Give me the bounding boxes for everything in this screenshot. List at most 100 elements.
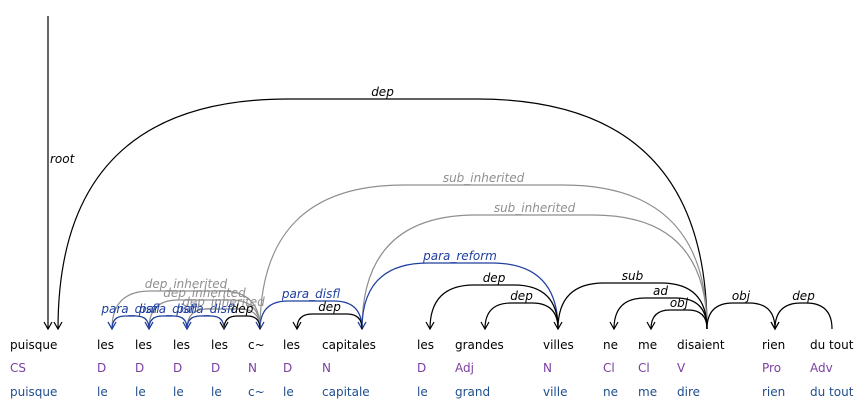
arc-dep: dep (53, 85, 708, 331)
token-pos: D (417, 361, 426, 375)
token-word: puisque (10, 338, 57, 352)
arc-label: para_disfl (281, 287, 340, 301)
arc-label: para_disfl (138, 302, 197, 316)
arc-path (706, 302, 776, 330)
arc-path (57, 98, 708, 330)
token-11: ne Cl ne (603, 338, 618, 399)
token-pos: D (283, 361, 292, 375)
token-lemma: me (638, 385, 657, 399)
token-lemma: le (283, 385, 294, 399)
arc-label: obj (732, 289, 751, 303)
arc-path (111, 315, 150, 330)
token-pos: Pro (762, 361, 781, 375)
arc-para-disfl: para_disfl (100, 302, 160, 331)
arc-path (774, 302, 833, 330)
arc-label: sub_inherited (443, 171, 525, 185)
token-word: du tout (810, 338, 854, 352)
token-lemma: rien (762, 385, 785, 399)
arc-label: dep (483, 271, 506, 285)
arc-path (186, 315, 225, 330)
token-9: grandes Adj grand (455, 338, 504, 399)
arc-path (223, 315, 261, 330)
arc-label: sub_inherited (494, 201, 576, 215)
token-2: les Dle (135, 338, 152, 399)
arc-path (613, 297, 708, 330)
arc-dep: dep (292, 300, 363, 331)
token-pos: Cl (603, 361, 615, 375)
token-14: rien Pro rien (762, 338, 785, 399)
token-word: les (283, 338, 300, 352)
token-0: puisque CS puisque (10, 338, 57, 399)
token-pos: Cl (638, 361, 650, 375)
token-word: les (173, 338, 190, 352)
token-8: les Dle (417, 338, 434, 399)
arc-arrowhead (553, 321, 563, 331)
arc-path (259, 184, 708, 330)
token-lemma: ville (543, 385, 568, 399)
token-word: villes (543, 338, 574, 352)
token-lemma: du tout (810, 385, 854, 399)
arc-label: dep_inherited (163, 286, 246, 300)
token-lemma: puisque (10, 385, 57, 399)
token-1: les Dle (97, 338, 114, 399)
token-4: les Dle (211, 338, 228, 399)
token-lemma: capitale (322, 385, 370, 399)
arc-path (361, 262, 559, 330)
arc-label: para_reform (422, 249, 497, 263)
token-lemma: c~ (248, 385, 265, 399)
token-word: grandes (455, 338, 504, 352)
arc-path (361, 214, 708, 330)
token-pos: D (97, 361, 106, 375)
token-lemma: le (417, 385, 428, 399)
arc-path (148, 299, 261, 330)
arc-arrowhead (425, 321, 435, 331)
token-word: les (97, 338, 114, 352)
arc-path (148, 315, 188, 330)
token-pos: Adv (810, 361, 833, 375)
token-5: c~ Nc~ (248, 338, 265, 399)
token-pos: V (677, 361, 686, 375)
arc-label: sub (622, 269, 644, 283)
arc-ad: ad (609, 284, 708, 331)
arc-path (429, 284, 559, 330)
token-3: les Dle (173, 338, 190, 399)
arc-label: dep (371, 85, 394, 99)
arc-label: dep (510, 289, 533, 303)
token-word: rien (762, 338, 785, 352)
arc-label: obj (670, 296, 689, 310)
token-pos: D (135, 361, 144, 375)
arc-sub-inherited: sub_inherited (357, 201, 708, 331)
arc-path (484, 302, 559, 330)
arc-label: dep (231, 302, 254, 316)
arc-para-disfl: para_disfl (175, 302, 235, 331)
arc-sub: sub (553, 269, 708, 331)
arc-arrowhead (292, 321, 302, 331)
arc-para-disfl: para_disfl (138, 302, 197, 331)
token-word: me (638, 338, 657, 352)
token-word: disaient (677, 338, 725, 352)
token-lemma: le (135, 385, 146, 399)
token-lemma: le (211, 385, 222, 399)
arc-arrowhead (107, 321, 117, 331)
token-lemma: dire (677, 385, 700, 399)
arc-dep: dep (770, 289, 833, 331)
token-lemma: le (97, 385, 108, 399)
arc-label: dep (318, 300, 341, 314)
token-word: les (135, 338, 152, 352)
token-pos: Adj (455, 361, 474, 375)
token-word: les (417, 338, 434, 352)
token-pos: CS (10, 361, 26, 375)
arc-label: para_disfl (100, 302, 159, 316)
token-lemma: le (173, 385, 184, 399)
root-label: root (50, 152, 76, 166)
arc-label: ad (653, 284, 668, 298)
token-pos: N (322, 361, 331, 375)
arc-label: dep_inherited (145, 277, 228, 291)
arc-arrowhead (480, 321, 490, 331)
arc-obj: obj (646, 296, 708, 331)
token-pos: N (248, 361, 257, 375)
